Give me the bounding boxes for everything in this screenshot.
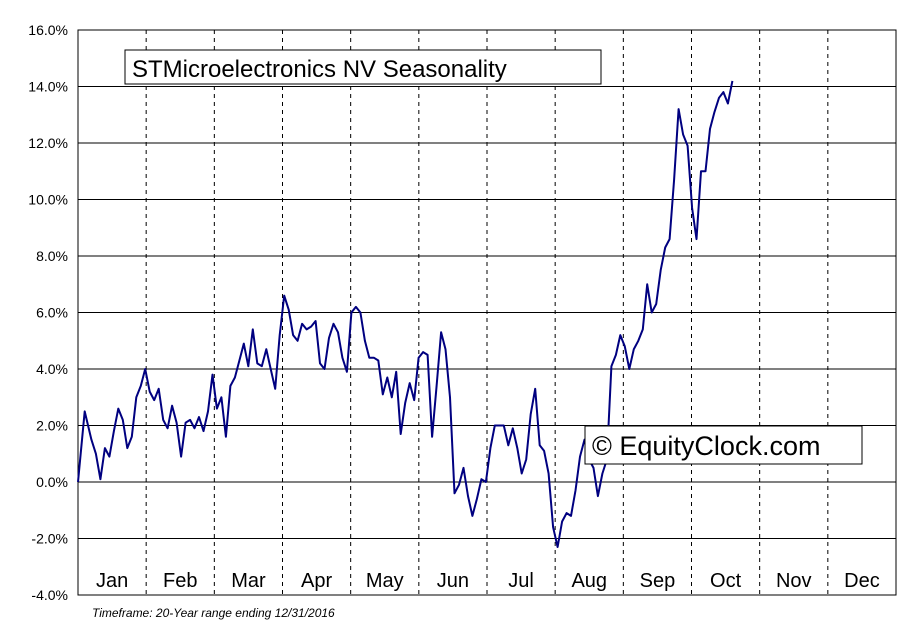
x-tick-label: Nov [776,570,812,592]
x-axis-tick-labels: Jan Feb Mar Apr May Jun Jul Aug Sep Oct Nov Dec [96,570,880,592]
x-tick-label: Jan [96,570,128,592]
y-tick-label: -4.0% [31,587,68,603]
y-tick-label: 12.0% [28,135,68,151]
y-tick-label: 10.0% [28,192,68,208]
x-tick-label: Jun [437,570,469,592]
chart-title-frame [124,49,602,85]
y-tick-label: 14.0% [28,79,68,95]
x-tick-label: Oct [710,570,742,592]
watermark-text: © EquityClock.com [592,431,820,461]
chart-title: STMicroelectronics NV Seasonality [132,56,507,83]
x-tick-label: May [366,570,404,592]
seasonality-line [77,80,734,548]
x-tick-label: Mar [231,570,266,592]
y-tick-label: -2.0% [31,531,68,547]
x-tick-label: Sep [640,570,676,592]
chart-title-box: STMicroelectronics NV Seasonality [124,49,602,85]
y-tick-label: 4.0% [36,361,68,377]
x-tick-label: Dec [844,570,880,592]
x-tick-label: Feb [163,570,197,592]
x-tick-label: Apr [301,570,332,592]
watermark-box: © EquityClock.com [584,425,863,465]
x-tick-label: Aug [571,570,607,592]
y-tick-label: 16.0% [28,22,68,38]
watermark-frame [584,425,863,465]
y-tick-label: 8.0% [36,248,68,264]
y-tick-label: 6.0% [36,305,68,321]
y-tick-label: 0.0% [36,474,68,490]
series-layer [77,80,734,548]
y-axis-tick-labels: 16.0% 14.0% 12.0% 10.0% 8.0% 6.0% 4.0% 2.0% 0.0%… [28,22,68,603]
timeframe-footer: Timeframe: 20-Year range ending 12/31/20… [92,606,335,620]
x-tick-label: Jul [508,570,534,592]
y-tick-label: 2.0% [36,418,68,434]
